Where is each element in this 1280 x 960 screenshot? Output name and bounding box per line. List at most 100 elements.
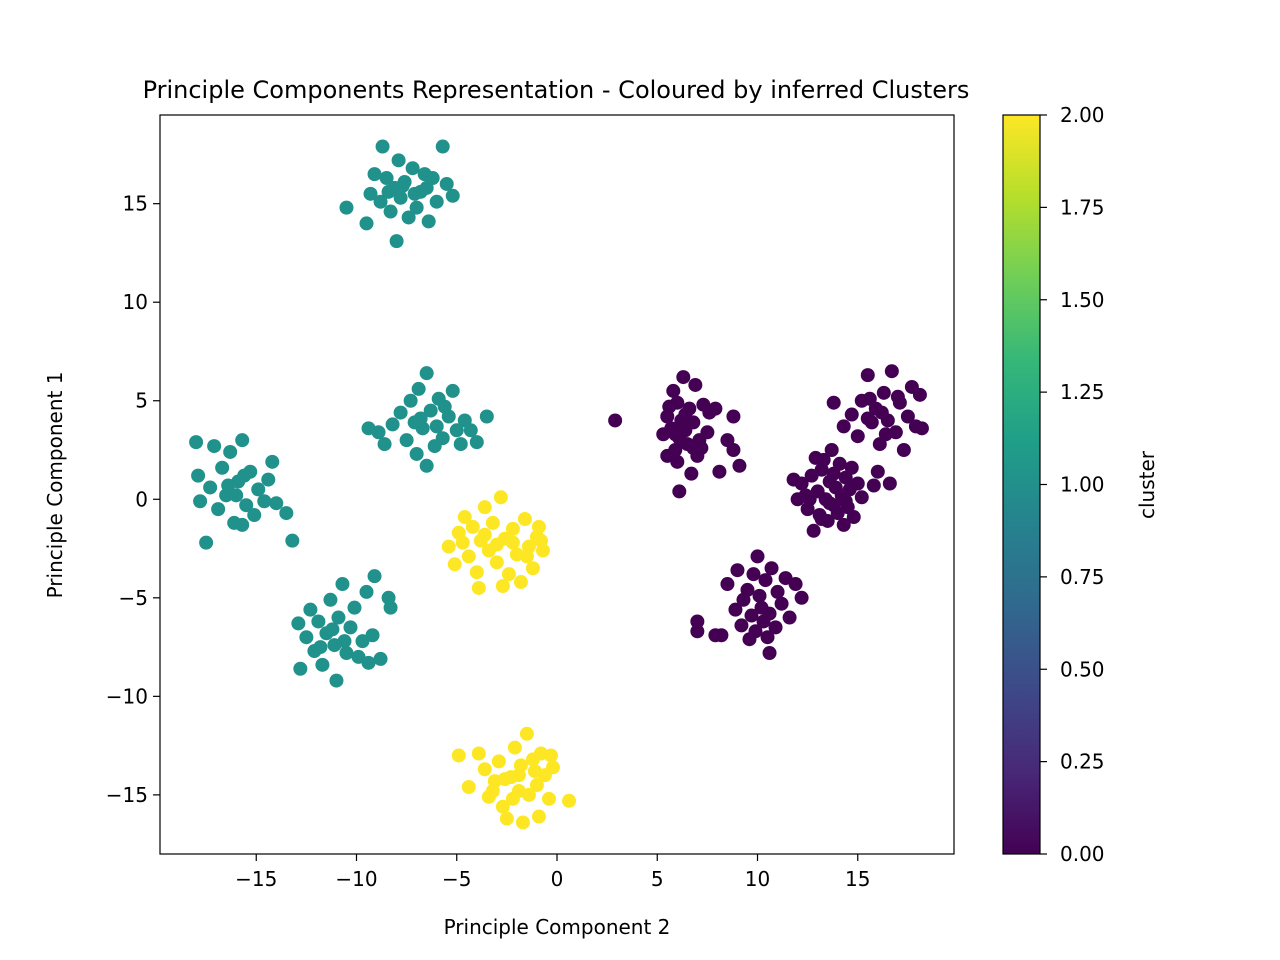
data-point — [339, 645, 354, 660]
data-point — [449, 423, 464, 438]
data-point — [461, 549, 476, 564]
data-point — [836, 419, 851, 434]
data-point — [393, 190, 408, 205]
data-point — [265, 454, 280, 469]
data-point — [279, 506, 294, 521]
data-point — [403, 393, 418, 408]
colorbar-tick-label: 0.75 — [1060, 565, 1105, 589]
data-point — [850, 429, 865, 444]
data-point — [203, 480, 218, 495]
data-point — [914, 421, 929, 436]
data-point — [668, 427, 683, 442]
data-point — [666, 383, 681, 398]
data-point — [477, 500, 492, 515]
data-point — [461, 780, 476, 794]
data-point — [491, 754, 506, 769]
data-point — [463, 423, 478, 438]
data-point — [471, 746, 486, 761]
data-point — [531, 519, 546, 534]
data-point — [493, 490, 508, 505]
data-point — [517, 511, 532, 526]
data-point — [806, 523, 821, 538]
plot-area — [159, 114, 955, 855]
data-point — [235, 433, 250, 448]
data-point — [359, 584, 374, 599]
data-point — [712, 464, 727, 479]
data-point — [485, 515, 500, 530]
data-point — [419, 366, 434, 381]
data-point — [365, 628, 380, 643]
data-point — [193, 494, 208, 509]
series-cluster-1 — [189, 139, 494, 688]
data-point — [513, 575, 528, 590]
data-point — [381, 184, 396, 199]
data-point — [676, 370, 691, 385]
y-tick-label: −15 — [106, 783, 148, 807]
data-point — [339, 200, 354, 215]
data-point — [407, 415, 422, 430]
data-point — [445, 188, 460, 203]
data-point — [744, 608, 759, 623]
data-point — [385, 417, 400, 432]
data-point — [405, 161, 420, 176]
data-point — [477, 527, 492, 542]
data-point — [688, 377, 703, 392]
data-point — [191, 468, 206, 483]
series-cluster-2 — [441, 490, 577, 830]
data-point — [453, 437, 468, 452]
data-point — [499, 811, 514, 826]
data-point — [527, 764, 542, 779]
data-point — [409, 200, 424, 215]
data-point — [860, 411, 875, 426]
data-point — [251, 482, 266, 497]
data-point — [541, 791, 556, 806]
data-point — [399, 433, 414, 448]
data-point — [485, 783, 500, 798]
data-point — [912, 387, 927, 402]
data-point — [672, 484, 687, 499]
data-point — [223, 444, 238, 459]
data-point — [313, 640, 328, 655]
data-point — [261, 472, 276, 487]
data-point — [515, 815, 530, 830]
data-point — [501, 567, 516, 582]
data-point — [469, 435, 484, 450]
data-point — [790, 492, 805, 507]
data-point — [505, 521, 520, 536]
data-point — [878, 427, 893, 442]
data-point — [235, 517, 250, 532]
data-point — [189, 435, 204, 450]
data-point — [866, 478, 881, 493]
data-point — [495, 578, 510, 593]
data-point — [678, 407, 693, 422]
data-point — [794, 590, 809, 605]
data-point — [377, 437, 392, 452]
data-point — [411, 381, 426, 396]
data-point — [525, 561, 540, 576]
data-point — [495, 799, 510, 814]
data-point — [337, 634, 352, 649]
data-point — [708, 628, 723, 643]
data-point — [511, 768, 526, 783]
data-point — [822, 496, 837, 511]
x-axis-ticks: −15 −10 −5 0 5 10 15 — [235, 854, 870, 891]
data-point — [870, 464, 885, 479]
data-point — [884, 364, 899, 379]
data-point — [746, 567, 761, 582]
data-point — [846, 510, 861, 525]
data-point — [850, 476, 865, 491]
data-point — [257, 494, 272, 509]
data-point — [700, 425, 715, 440]
data-point — [686, 441, 701, 456]
data-point — [762, 645, 777, 660]
data-point — [608, 413, 623, 428]
x-tick-label: −5 — [442, 867, 471, 891]
data-point — [521, 787, 536, 802]
data-point — [854, 490, 869, 505]
x-tick-label: −10 — [335, 867, 377, 891]
data-point — [862, 391, 877, 406]
data-point — [900, 409, 915, 424]
data-point — [229, 488, 244, 503]
data-point — [469, 565, 484, 580]
data-point — [750, 549, 765, 564]
